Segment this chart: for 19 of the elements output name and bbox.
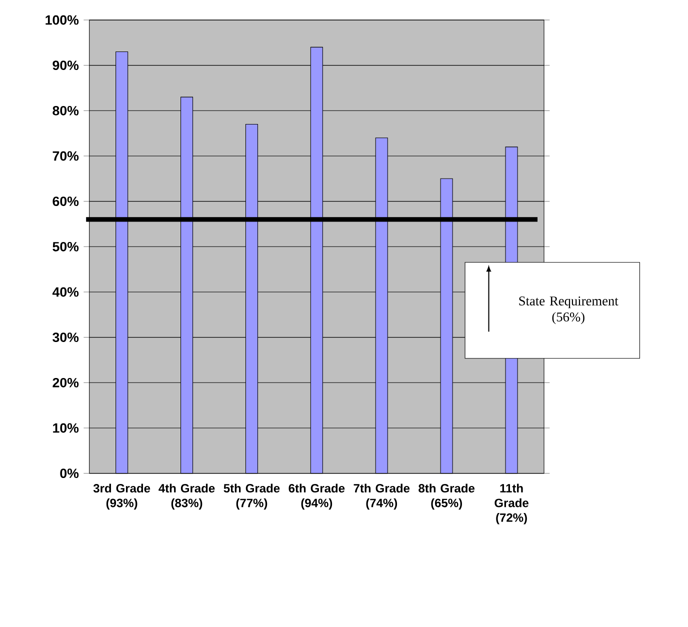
y-tick-label: 70% [52,151,79,161]
x-tick-label: 8th Grade (65%) [418,484,475,510]
x-tick-label: 4th Grade (83%) [158,484,215,510]
x-tick-label: 5th Grade (77%) [224,484,280,510]
y-tick-label: 0% [60,468,79,478]
y-tick-label: 30% [52,332,79,342]
y-tick-label: 60% [52,196,79,206]
y-tick-label: 50% [52,242,79,252]
y-tick-label: 10% [53,423,79,433]
x-tick-label: 6th Grade (94%) [288,484,345,510]
x-tick-label: 11th Grade (72%) [494,484,528,524]
x-tick-label: 3rd Grade (93%) [93,484,150,510]
y-tick-label: 40% [52,287,79,297]
y-tick-label: 90% [52,60,79,70]
y-tick-label: 20% [52,378,79,388]
legend-label: State Requirement (56%) [519,296,618,324]
y-tick-label: 80% [52,106,79,116]
x-tick-label: 7th Grade (74%) [354,484,410,510]
y-tick-label: 100% [46,15,79,25]
